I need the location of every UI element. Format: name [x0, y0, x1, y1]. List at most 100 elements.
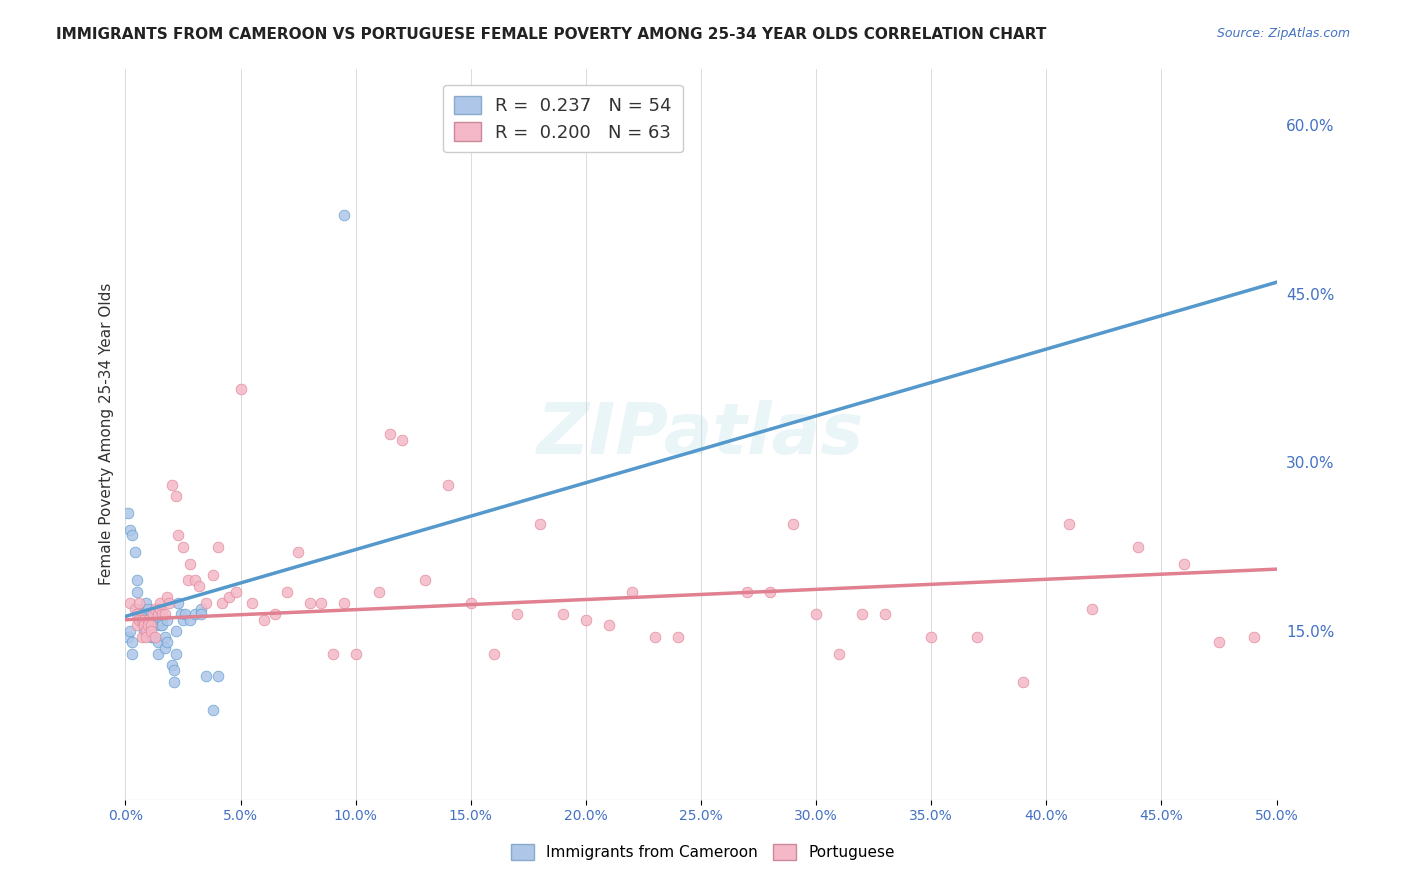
- Point: [131, 613, 153, 627]
- Text: Source: ZipAtlas.com: Source: ZipAtlas.com: [1216, 27, 1350, 40]
- Point: [121, 635, 143, 649]
- Point: [149, 596, 172, 610]
- Point: [529, 517, 551, 532]
- Point: [1081, 601, 1104, 615]
- Point: [367, 584, 389, 599]
- Point: [575, 613, 598, 627]
- Point: [482, 647, 505, 661]
- Y-axis label: Female Poverty Among 25-34 Year Olds: Female Poverty Among 25-34 Year Olds: [100, 283, 114, 585]
- Point: [125, 607, 148, 621]
- Point: [150, 618, 173, 632]
- Point: [167, 528, 190, 542]
- Point: [120, 624, 142, 638]
- Point: [128, 613, 150, 627]
- Point: [160, 477, 183, 491]
- Point: [139, 618, 162, 632]
- Point: [121, 647, 143, 661]
- Point: [1128, 540, 1150, 554]
- Point: [135, 613, 157, 627]
- Point: [135, 596, 157, 610]
- Point: [142, 630, 165, 644]
- Point: [146, 635, 169, 649]
- Point: [179, 613, 201, 627]
- Point: [229, 382, 252, 396]
- Point: [190, 607, 212, 621]
- Point: [145, 601, 167, 615]
- Point: [225, 584, 247, 599]
- Point: [128, 601, 150, 615]
- Point: [276, 584, 298, 599]
- Point: [333, 208, 356, 222]
- Point: [138, 618, 160, 632]
- Point: [188, 579, 211, 593]
- Point: [131, 607, 153, 621]
- Point: [153, 607, 176, 621]
- Point: [1059, 517, 1081, 532]
- Point: [157, 596, 180, 610]
- Point: [828, 647, 851, 661]
- Point: [132, 613, 155, 627]
- Point: [165, 647, 187, 661]
- Point: [120, 596, 142, 610]
- Point: [920, 630, 942, 644]
- Point: [149, 607, 172, 621]
- Point: [138, 613, 160, 627]
- Point: [190, 601, 212, 615]
- Point: [121, 528, 143, 542]
- Point: [145, 607, 167, 621]
- Point: [1173, 557, 1195, 571]
- Point: [804, 607, 827, 621]
- Point: [146, 647, 169, 661]
- Point: [138, 613, 160, 627]
- Point: [165, 489, 187, 503]
- Point: [176, 574, 198, 588]
- Point: [132, 624, 155, 638]
- Point: [287, 545, 309, 559]
- Point: [172, 540, 194, 554]
- Point: [117, 630, 139, 644]
- Point: [183, 607, 205, 621]
- Point: [344, 647, 367, 661]
- Point: [135, 624, 157, 638]
- Point: [170, 607, 193, 621]
- Point: [201, 567, 224, 582]
- Point: [163, 674, 186, 689]
- Point: [139, 607, 162, 621]
- Point: [782, 517, 804, 532]
- Point: [138, 601, 160, 615]
- Legend: R =  0.237   N = 54, R =  0.200   N = 63: R = 0.237 N = 54, R = 0.200 N = 63: [443, 85, 683, 153]
- Point: [207, 540, 229, 554]
- Text: IMMIGRANTS FROM CAMEROON VS PORTUGUESE FEMALE POVERTY AMONG 25-34 YEAR OLDS CORR: IMMIGRANTS FROM CAMEROON VS PORTUGUESE F…: [56, 27, 1046, 42]
- Point: [124, 545, 146, 559]
- Point: [413, 574, 436, 588]
- Point: [1208, 635, 1230, 649]
- Point: [195, 669, 218, 683]
- Point: [160, 657, 183, 672]
- Point: [131, 630, 153, 644]
- Point: [322, 647, 344, 661]
- Point: [644, 630, 666, 644]
- Point: [153, 640, 176, 655]
- Point: [128, 596, 150, 610]
- Point: [195, 596, 218, 610]
- Point: [149, 601, 172, 615]
- Point: [153, 630, 176, 644]
- Point: [506, 607, 529, 621]
- Point: [875, 607, 897, 621]
- Point: [252, 613, 274, 627]
- Point: [240, 596, 263, 610]
- Point: [142, 607, 165, 621]
- Point: [139, 624, 162, 638]
- Point: [298, 596, 321, 610]
- Point: [125, 618, 148, 632]
- Point: [309, 596, 332, 610]
- Point: [132, 618, 155, 632]
- Point: [156, 591, 179, 605]
- Point: [125, 574, 148, 588]
- Text: ZIPatlas: ZIPatlas: [537, 400, 865, 468]
- Point: [380, 427, 402, 442]
- Point: [207, 669, 229, 683]
- Legend: Immigrants from Cameroon, Portuguese: Immigrants from Cameroon, Portuguese: [505, 838, 901, 866]
- Point: [156, 613, 179, 627]
- Point: [163, 664, 186, 678]
